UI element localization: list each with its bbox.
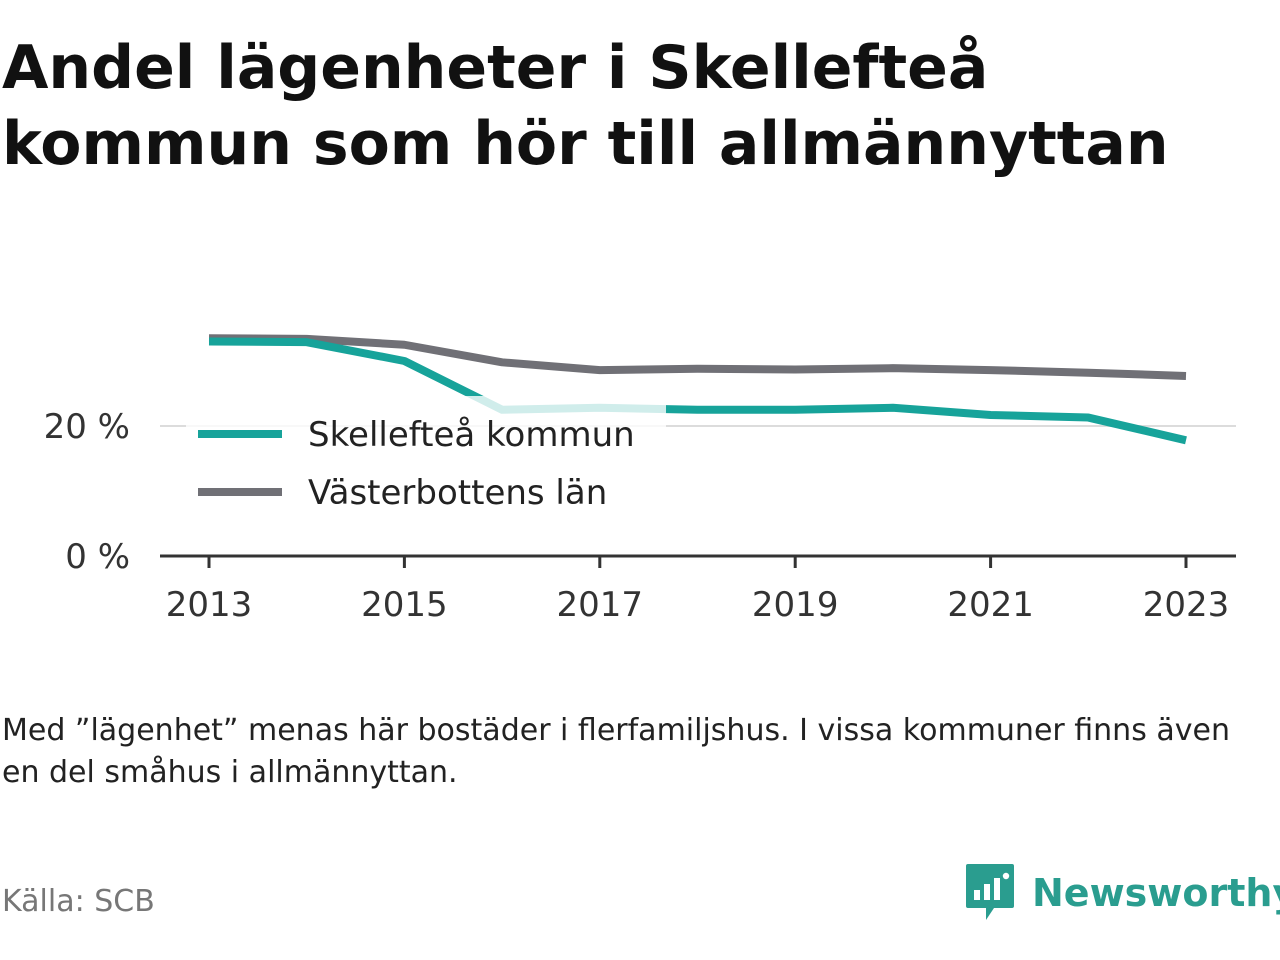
x-tick-label: 2015	[361, 585, 448, 625]
brand-name: Newsworthy	[1032, 871, 1280, 915]
legend-label: Västerbottens län	[308, 473, 607, 513]
y-tick-label: 20 %	[44, 407, 130, 447]
x-tick-label: 2021	[947, 585, 1034, 625]
x-tick-label: 2019	[752, 585, 839, 625]
line-chart: 0 % 20 % 2013 2015 2017 2019 2021 2023 Skellef…	[44, 334, 1236, 625]
x-tick-label: 2017	[557, 585, 644, 625]
x-axis-ticks: 2013 2015 2017 2019 2021 2023	[166, 556, 1230, 625]
source-credit: Källa: SCB	[2, 884, 155, 919]
series-line	[208, 334, 1187, 380]
legend: Skellefteå kommun Västerbottens län	[186, 396, 666, 522]
series-lines	[208, 334, 1187, 445]
x-tick-label: 2013	[166, 585, 253, 625]
chart-title: Andel lägenheter i Skellefteå kommun som…	[2, 33, 1169, 179]
y-tick-label: 0 %	[65, 537, 130, 577]
y-axis-ticks: 0 % 20 %	[44, 407, 130, 577]
x-tick-label: 2023	[1143, 585, 1230, 625]
chart-note: Med ”lägenhet” menas här bostäder i fler…	[2, 713, 1230, 790]
newsworthy-logo-icon	[966, 864, 1014, 920]
legend-background	[186, 396, 666, 522]
brand-logo[interactable]: Newsworthy	[964, 862, 1280, 924]
legend-label: Skellefteå kommun	[308, 415, 635, 455]
series-line	[208, 337, 1187, 445]
